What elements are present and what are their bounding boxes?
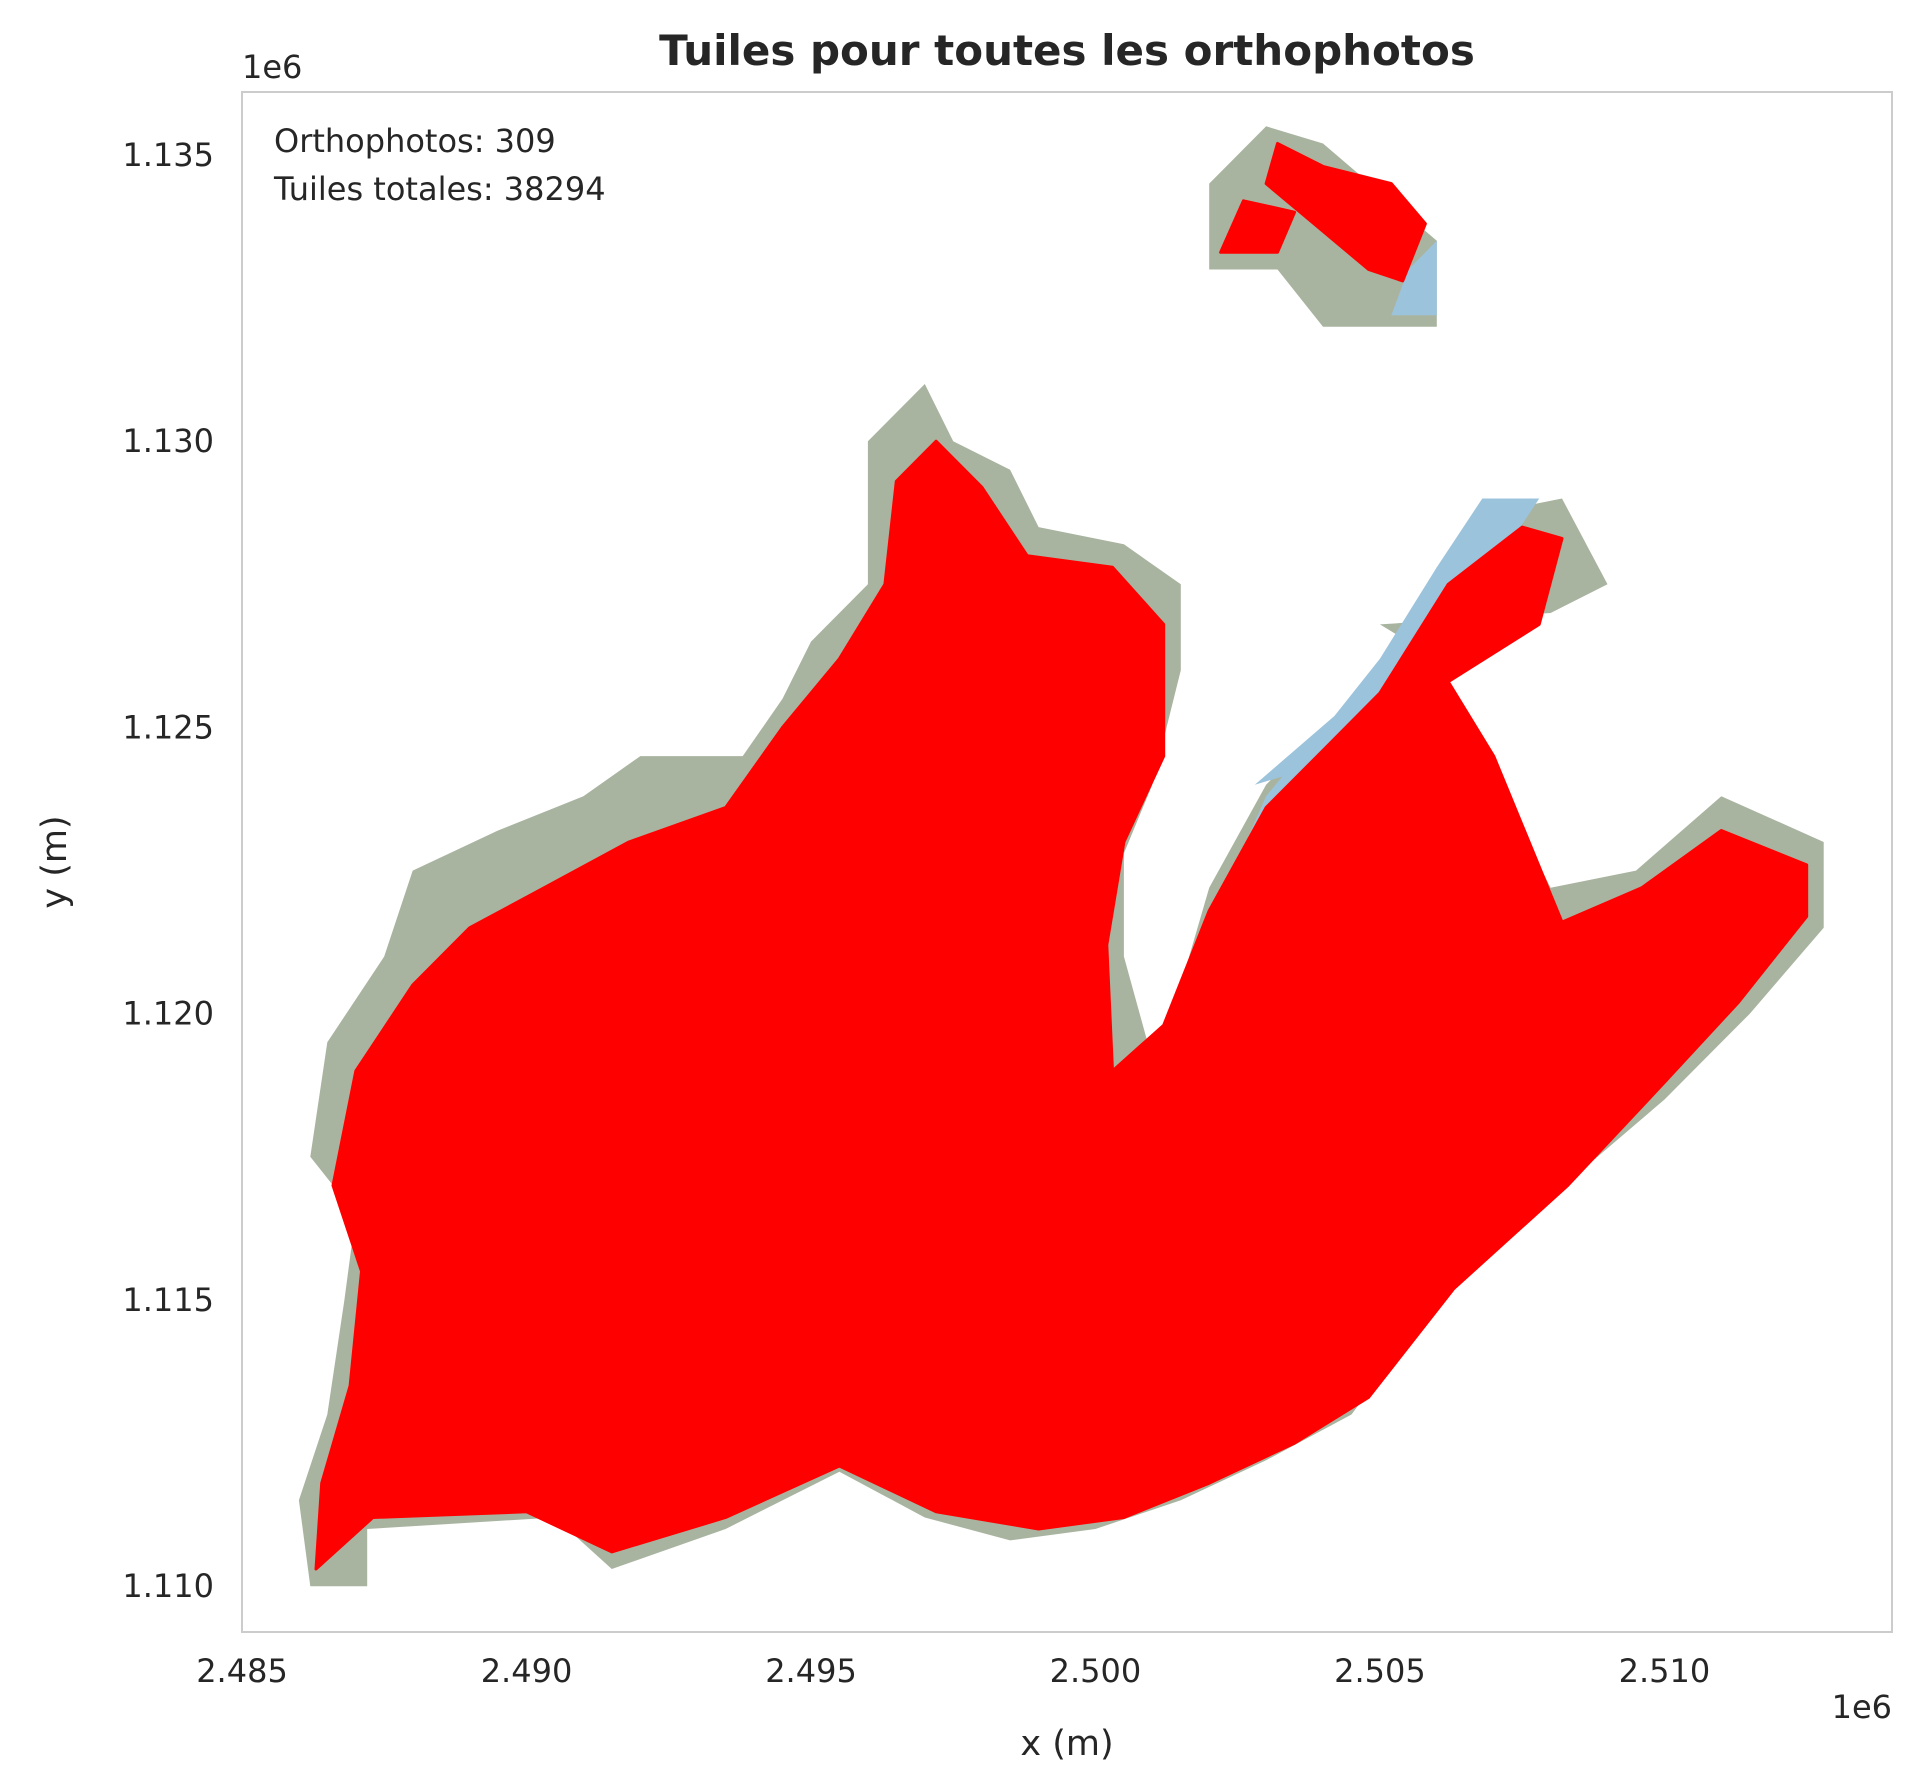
y-axis-label: y (m): [35, 815, 75, 908]
x-tick-label: 2.490: [481, 1652, 573, 1690]
annotation-orthophotos: Orthophotos: 309: [274, 122, 556, 160]
y-tick-labels: 1.110 1.115 1.120 1.125 1.130 1.135: [122, 136, 214, 1605]
x-tick-labels: 2.485 2.490 2.495 2.500 2.505 2.510: [196, 1652, 1710, 1690]
x-offset-label: 1e6: [1832, 1688, 1892, 1726]
x-tick-label: 2.500: [1050, 1652, 1142, 1690]
x-tick-label: 2.485: [196, 1652, 288, 1690]
y-tick-label: 1.110: [122, 1567, 214, 1605]
x-tick-label: 2.495: [765, 1652, 857, 1690]
x-tick-label: 2.510: [1619, 1652, 1711, 1690]
y-tick-label: 1.115: [122, 1281, 214, 1319]
y-tick-label: 1.125: [122, 709, 214, 747]
x-tick-label: 2.505: [1334, 1652, 1426, 1690]
y-tick-label: 1.120: [122, 995, 214, 1033]
annotation-total-tiles: Tuiles totales: 38294: [273, 170, 606, 208]
y-offset-label: 1e6: [242, 48, 302, 86]
tile-cluster-north-1: [1264, 142, 1427, 283]
y-tick-label: 1.130: [122, 422, 214, 460]
axes-frame: [241, 91, 1893, 1633]
orthophoto-water-area-2: [1391, 240, 1437, 316]
x-axis-label: x (m): [1020, 1724, 1113, 1764]
plot-area: [298, 126, 1824, 1587]
tile-cluster-north-0: [1219, 199, 1297, 254]
tile-coverage: [314, 439, 1809, 1571]
y-tick-label: 1.135: [122, 136, 214, 174]
chart-title: Tuiles pour toutes les orthophotos: [659, 26, 1475, 75]
